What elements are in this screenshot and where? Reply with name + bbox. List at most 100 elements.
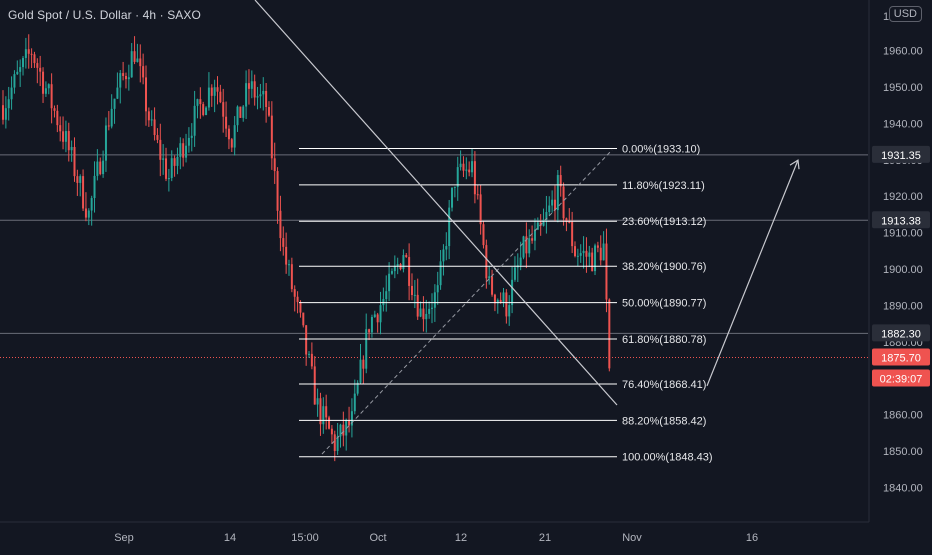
time-tick-label: 15:00	[291, 532, 319, 544]
candle-body	[462, 163, 465, 171]
candle-body	[576, 255, 579, 257]
time-tick-label: 21	[539, 532, 551, 544]
candle-body	[256, 96, 259, 98]
candle-body	[185, 145, 188, 158]
candle-body	[330, 428, 333, 435]
candle-body	[33, 54, 36, 64]
candle-body	[24, 49, 27, 59]
candle-body	[562, 186, 565, 219]
candle-body	[13, 74, 16, 88]
candle-body	[176, 156, 179, 166]
candle-body	[305, 325, 308, 355]
candle-body	[113, 98, 116, 109]
price-tick-label: 1840.00	[883, 482, 923, 494]
candle-body	[167, 178, 170, 180]
level-price-badge-bg	[872, 211, 930, 229]
fib-level-label: 76.40%(1868.41)	[622, 379, 706, 391]
candle-body	[190, 135, 193, 138]
candle-body	[533, 229, 536, 241]
candle-body	[468, 169, 471, 173]
candle-body	[499, 299, 502, 303]
time-tick-label: 16	[746, 532, 758, 544]
candle-body	[99, 161, 102, 175]
price-tick-label: 1950.00	[883, 82, 923, 94]
candle-body	[362, 359, 365, 369]
candle-body	[124, 75, 127, 80]
candle-body	[2, 105, 4, 120]
candle-body	[416, 294, 419, 317]
candle-body	[513, 267, 516, 280]
candle-body	[528, 238, 531, 254]
candle-body	[545, 212, 548, 220]
candle-body	[7, 99, 10, 109]
candle-body	[431, 307, 433, 309]
symbol-header: Gold Spot / U.S. Dollar · 4h · SAXO	[8, 8, 201, 22]
candle-body	[310, 353, 313, 367]
candle-body	[276, 171, 279, 211]
candle-body	[385, 291, 388, 300]
candle-body	[293, 289, 296, 297]
candle-body	[325, 406, 328, 418]
candle-body	[485, 245, 488, 279]
candle-body	[22, 58, 25, 68]
candle-body	[42, 71, 45, 94]
fib-level-label: 50.00%(1890.77)	[622, 298, 706, 310]
exchange-label: SAXO	[167, 8, 201, 22]
candle-body	[290, 264, 293, 290]
fib-trend-line[interactable]	[321, 149, 613, 455]
symbol-name[interactable]: Gold Spot / U.S. Dollar	[8, 8, 132, 22]
candle-body	[551, 199, 554, 206]
candle-body	[247, 83, 250, 89]
candle-body	[519, 257, 522, 266]
candle-body	[262, 90, 265, 95]
candle-body	[531, 238, 534, 241]
interval-label[interactable]: 4h	[142, 8, 157, 22]
candle-body	[425, 313, 428, 320]
currency-button[interactable]: USD	[888, 6, 922, 22]
candle-body	[313, 366, 316, 405]
candle-body	[536, 222, 539, 230]
candle-body	[84, 208, 87, 218]
candle-body	[245, 83, 248, 107]
candle-body	[39, 67, 42, 72]
candle-body	[316, 398, 319, 405]
price-tick-label: 1910.00	[883, 228, 923, 240]
time-tick-label: Oct	[369, 532, 386, 544]
fib-level-label: 38.20%(1900.76)	[622, 261, 706, 273]
candle-body	[53, 108, 56, 111]
candle-body	[44, 88, 47, 94]
candle-body	[253, 81, 256, 98]
last-price-badge: 1875.70	[881, 352, 921, 364]
candle-body	[368, 329, 371, 333]
trend-line[interactable]	[254, 0, 618, 406]
candle-body	[236, 106, 239, 126]
candle-body	[413, 294, 416, 296]
candle-body	[322, 406, 325, 425]
candle-body	[542, 219, 545, 226]
price-tick-label: 1860.00	[883, 410, 923, 422]
level-price-badge-bg	[872, 324, 930, 342]
candle-body	[496, 299, 499, 304]
countdown-badge-bg	[872, 369, 930, 387]
candle-body	[328, 417, 331, 429]
candle-body	[365, 329, 368, 369]
candle-body	[59, 125, 62, 132]
candle-body	[233, 125, 236, 148]
candle-body	[170, 158, 173, 179]
projection-arrow-line[interactable]	[706, 159, 799, 387]
price-tick-label: 1900.00	[883, 264, 923, 276]
candle-body	[599, 247, 602, 261]
candle-body	[153, 119, 156, 136]
candle-body	[242, 106, 245, 118]
candle-body	[130, 51, 133, 78]
candle-body	[608, 299, 611, 369]
fib-level-label: 100.00%(1848.43)	[622, 452, 713, 464]
candle-body	[410, 285, 413, 296]
candle-body	[187, 137, 190, 146]
candle-body	[19, 67, 22, 72]
candle-body	[76, 176, 79, 183]
candle-body	[333, 434, 336, 451]
last-price-badge-bg	[872, 348, 930, 366]
